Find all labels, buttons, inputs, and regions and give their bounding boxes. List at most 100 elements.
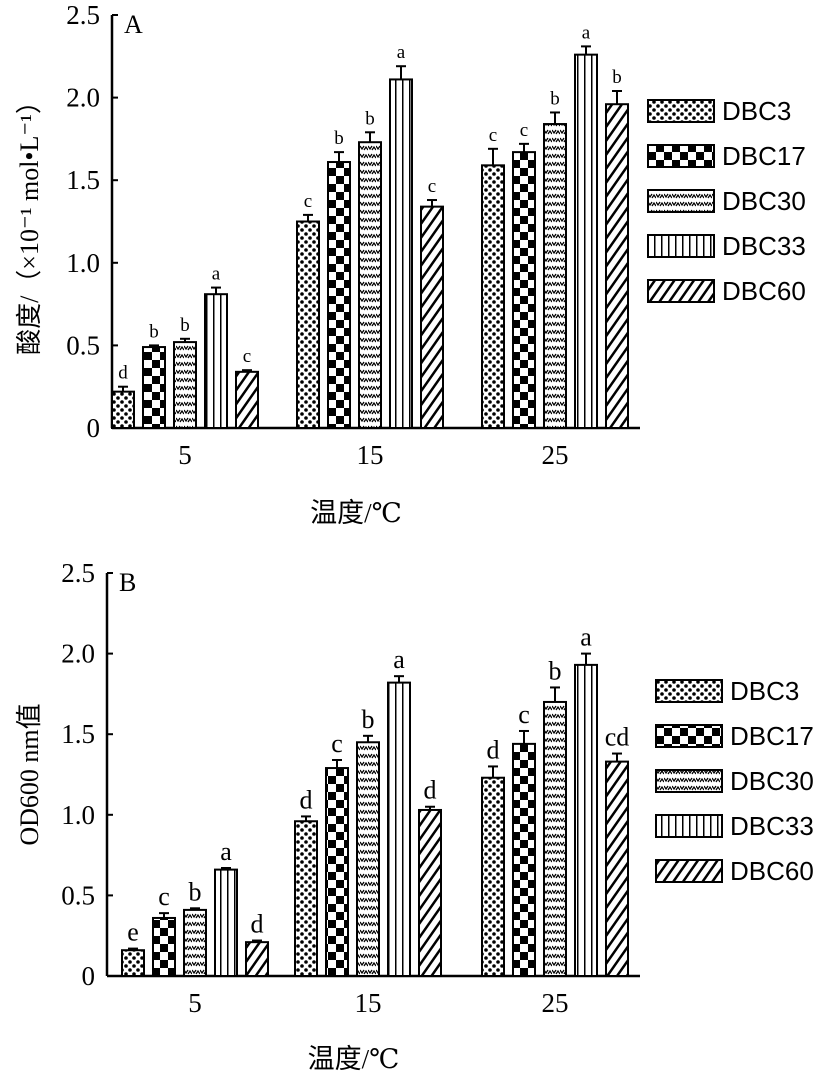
- bar-DBC33: [214, 868, 238, 977]
- significance-letter: d: [251, 910, 264, 939]
- bar-DBC30: [183, 908, 207, 978]
- legend-swatch-DBC30: [655, 769, 723, 793]
- significance-letter: b: [362, 705, 375, 734]
- significance-letter: cd: [605, 723, 630, 752]
- bar-DBC3: [296, 220, 320, 429]
- chart-panel-A: 0 0.5 1.0 1.5 2.0 2.5 A 5 15 25 温度/℃ 酸度/（×10⁻¹ mol•…: [15, 0, 806, 528]
- bar-DBC30: [358, 141, 382, 429]
- legend-swatch-DBC60: [647, 279, 715, 303]
- bar-DBC3: [111, 390, 135, 430]
- bar-DBC33: [574, 53, 598, 429]
- bar-DBC17: [152, 916, 176, 978]
- significance-letter: d: [424, 776, 437, 805]
- bar-DBC17: [512, 742, 536, 978]
- y-tick-label: 0: [87, 413, 101, 443]
- bar-DBC30: [173, 341, 197, 430]
- significance-letter: d: [300, 785, 313, 814]
- bar-DBC17: [327, 161, 351, 429]
- significance-letter: b: [334, 128, 344, 149]
- significance-letter: d: [118, 363, 128, 384]
- bar-DBC60: [605, 103, 629, 429]
- y-tick-label: 2.5: [66, 0, 100, 30]
- bar-DBC60: [245, 941, 269, 978]
- legend-swatch-DBC3: [655, 679, 723, 703]
- bar-DBC30: [543, 123, 567, 429]
- x-axis-label: 温度/℃: [308, 1044, 400, 1074]
- legend-label: DBC17: [730, 721, 814, 751]
- legend-label: DBC33: [730, 811, 814, 841]
- bar-DBC33: [574, 663, 598, 977]
- significance-letter: a: [393, 645, 405, 674]
- bar-DBC30: [543, 700, 567, 978]
- y-tick-label: 1.0: [61, 800, 95, 830]
- bar-DBC17: [142, 346, 166, 429]
- significance-letter: c: [158, 882, 170, 911]
- x-tick-label: 25: [542, 988, 569, 1018]
- panel-label: A: [124, 10, 143, 39]
- x-tick-label: 5: [178, 440, 192, 470]
- legend-label: DBC3: [722, 96, 791, 126]
- significance-letter: b: [612, 67, 622, 88]
- significance-letter: c: [428, 176, 436, 197]
- significance-letter: c: [331, 729, 343, 758]
- legend-swatch-DBC60: [655, 859, 723, 883]
- bar-DBC60: [420, 205, 444, 429]
- legend-swatch-DBC30: [647, 189, 715, 213]
- significance-letter: a: [580, 623, 592, 652]
- significance-letter: b: [149, 321, 159, 342]
- y-axis-label: 酸度/（×10⁻¹ mol•L⁻¹）: [15, 88, 44, 355]
- significance-letter: c: [520, 120, 528, 141]
- significance-letter: c: [518, 700, 530, 729]
- x-tick-label: 15: [355, 988, 382, 1018]
- significance-letter: b: [180, 315, 190, 336]
- legend-swatch-DBC33: [647, 234, 715, 258]
- bar-DBC60: [418, 808, 442, 977]
- significance-letter: b: [549, 656, 562, 685]
- x-tick-label: 15: [357, 440, 384, 470]
- bar-DBC60: [235, 370, 259, 429]
- x-tick-label: 25: [542, 440, 569, 470]
- legend-label: DBC60: [722, 276, 806, 306]
- significance-letter: a: [397, 42, 406, 63]
- legend-swatch-DBC17: [655, 724, 723, 748]
- y-tick-label: 1.5: [61, 719, 95, 749]
- legend-label: DBC3: [730, 676, 799, 706]
- y-tick-label: 2.0: [61, 639, 95, 669]
- bar-DBC17: [512, 151, 536, 429]
- bar-DBC3: [121, 949, 145, 978]
- bar-DBC3: [294, 820, 318, 977]
- y-tick-label: 1.0: [66, 248, 100, 278]
- x-tick-label: 5: [188, 988, 202, 1018]
- panel-label: B: [119, 568, 136, 597]
- legend-label: DBC60: [730, 856, 814, 886]
- y-tick-label: 0.5: [61, 880, 95, 910]
- bar-DBC3: [481, 164, 505, 429]
- legend-label: DBC17: [722, 141, 806, 171]
- legend-label: DBC33: [722, 231, 806, 261]
- significance-letter: e: [127, 918, 139, 947]
- significance-letter: b: [189, 877, 202, 906]
- significance-letter: b: [550, 88, 560, 109]
- bar-DBC17: [325, 767, 349, 977]
- x-axis-label: 温度/℃: [310, 498, 402, 528]
- bar-DBC33: [204, 293, 228, 429]
- legend-swatch-DBC17: [647, 144, 715, 168]
- bar-DBC33: [389, 78, 413, 429]
- significance-letter: a: [220, 837, 232, 866]
- bar-DBC3: [481, 776, 505, 977]
- bar-DBC30: [356, 741, 380, 978]
- y-tick-label: 2.5: [61, 558, 95, 588]
- significance-letter: b: [365, 108, 375, 129]
- significance-letter: a: [582, 22, 591, 43]
- chart-panel-B: 0 0.5 1.0 1.5 2.0 2.5 B 5 15 25 温度/℃ OD600 nm值 e d d DB…: [15, 558, 814, 1074]
- legend-label: DBC30: [730, 766, 814, 796]
- bar-DBC33: [387, 681, 411, 978]
- y-tick-label: 2.0: [66, 83, 100, 113]
- y-tick-label: 0: [82, 961, 96, 991]
- significance-letter: d: [487, 735, 500, 764]
- legend-label: DBC30: [722, 186, 806, 216]
- significance-letter: c: [489, 125, 497, 146]
- y-axis-label: OD600 nm值: [15, 703, 44, 845]
